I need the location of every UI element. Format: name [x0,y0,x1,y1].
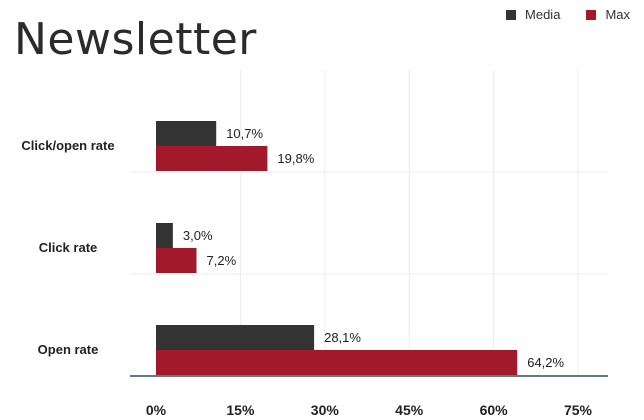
bar-media-2 [156,325,315,350]
category-label-1: Click rate [39,240,98,255]
bar-max-0 [156,146,268,171]
data-label-media-1: 3,0% [183,228,213,243]
x-tick-label-0: 0% [146,402,167,418]
x-tick-label-5: 75% [564,402,593,418]
category-label-2: Open rate [38,342,99,357]
data-label-max-1: 7,2% [207,253,237,268]
x-tick-label-3: 45% [395,402,424,418]
data-label-max-0: 19,8% [277,151,314,166]
data-label-media-2: 28,1% [324,330,361,345]
legend: Media Max [506,7,630,22]
data-label-media-0: 10,7% [226,126,263,141]
legend-label-media: Media [525,7,561,22]
legend-item-max: Max [586,7,630,22]
legend-label-max: Max [605,7,630,22]
x-tick-label-2: 30% [311,402,340,418]
x-tick-label-4: 60% [480,402,509,418]
bar-max-2 [156,350,518,375]
bar-media-0 [156,121,217,146]
category-label-0: Click/open rate [21,138,114,153]
legend-swatch-media [506,9,517,20]
legend-swatch-max [586,9,597,20]
legend-item-media: Media [506,7,560,22]
bar-media-1 [156,223,173,248]
chart-title: Newsletter [14,14,257,65]
x-tick-label-1: 15% [226,402,255,418]
bar-max-1 [156,248,197,273]
data-label-max-2: 64,2% [527,355,564,370]
